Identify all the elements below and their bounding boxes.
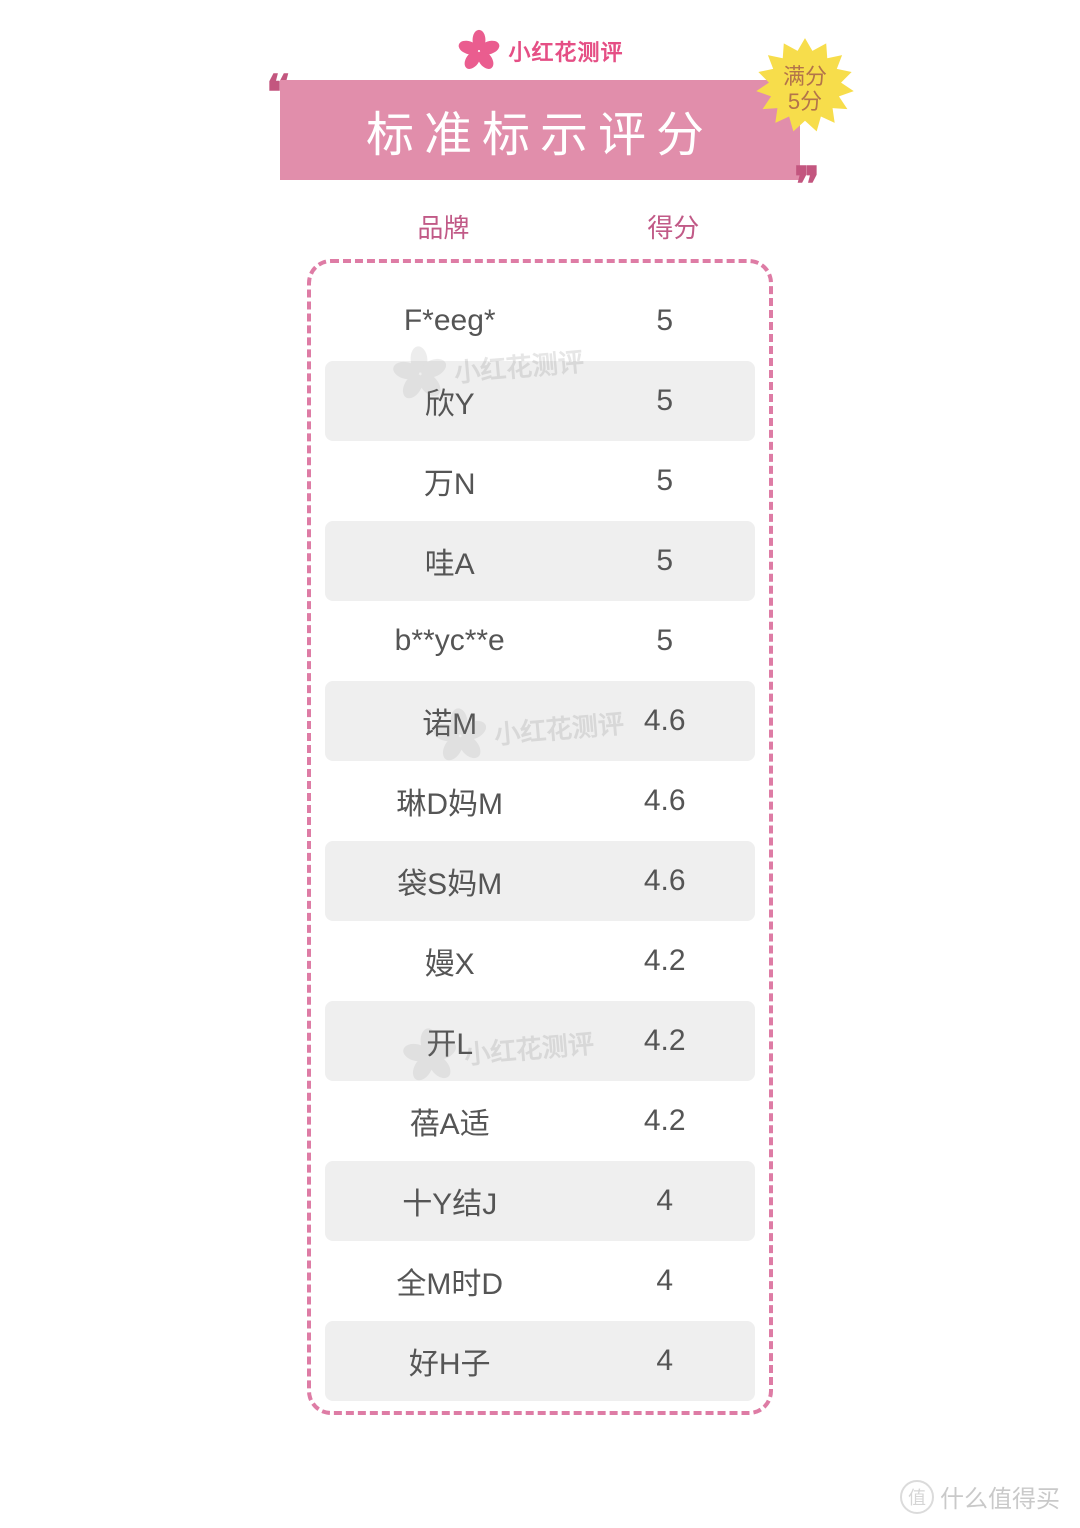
score-cell: 4	[574, 1264, 755, 1298]
score-cell: 5	[574, 304, 755, 338]
brand-cell: 袋S妈M	[325, 859, 574, 903]
score-cell: 5	[574, 544, 755, 578]
table-row: 哇A5	[325, 521, 755, 601]
table-row: F*eeg*5	[325, 281, 755, 361]
brand-cell: b**yc**e	[325, 624, 574, 658]
infographic-container: 小红花测评 ❝ 标准标示评分 ❞ 满分 5分 品牌 得分 F*eeg*5欣Y5万…	[260, 0, 820, 1415]
flower-icon	[456, 28, 502, 74]
table-row: 欣Y5	[325, 361, 755, 441]
table-row: 琳D妈M4.6	[325, 761, 755, 841]
table-row: 十Y结J4	[325, 1161, 755, 1241]
score-cell: 4.6	[574, 784, 755, 818]
score-cell: 4.2	[574, 944, 755, 978]
brand-cell: 全M时D	[325, 1259, 574, 1303]
table-row: 全M时D4	[325, 1241, 755, 1321]
title-banner: 标准标示评分	[280, 80, 800, 180]
badge-line2: 5分	[788, 89, 822, 114]
score-cell: 4.6	[574, 704, 755, 738]
score-cell: 4	[574, 1184, 755, 1218]
title-banner-wrap: ❝ 标准标示评分 ❞ 满分 5分	[280, 80, 800, 180]
full-score-badge: 满分 5分	[752, 36, 858, 142]
table-row: 诺M4.6	[325, 681, 755, 761]
site-watermark-text: 什么值得买	[940, 1479, 1060, 1514]
brand-cell: F*eeg*	[325, 304, 574, 338]
brand-cell: 十Y结J	[325, 1179, 574, 1223]
score-cell: 5	[574, 624, 755, 658]
brand-logo-text: 小红花测评	[508, 35, 623, 67]
brand-logo: 小红花测评	[260, 28, 820, 74]
score-cell: 5	[574, 384, 755, 418]
table-row: 袋S妈M4.6	[325, 841, 755, 921]
badge-line1: 满分	[783, 64, 827, 89]
site-watermark: 值 什么值得买	[900, 1479, 1060, 1514]
coin-icon: 值	[900, 1480, 934, 1514]
table-row: 开L4.2	[325, 1001, 755, 1081]
score-table: F*eeg*5欣Y5万N5哇A5b**yc**e5诺M4.6琳D妈M4.6袋S妈…	[307, 259, 773, 1415]
brand-cell: 蓓A适	[325, 1099, 574, 1143]
header-score: 得分	[577, 208, 770, 245]
score-cell: 4.6	[574, 864, 755, 898]
brand-cell: 哇A	[325, 539, 574, 583]
header-brand: 品牌	[310, 208, 577, 245]
column-headers: 品牌 得分	[310, 208, 770, 245]
table-row: 嫚X4.2	[325, 921, 755, 1001]
score-cell: 5	[574, 464, 755, 498]
title-text: 标准标示评分	[366, 95, 714, 165]
brand-cell: 开L	[325, 1019, 574, 1063]
brand-cell: 诺M	[325, 699, 574, 743]
score-cell: 4	[574, 1344, 755, 1378]
brand-cell: 琳D妈M	[325, 779, 574, 823]
close-quote-icon: ❞	[794, 174, 814, 198]
table-row: b**yc**e5	[325, 601, 755, 681]
table-row: 好H子4	[325, 1321, 755, 1401]
score-cell: 4.2	[574, 1024, 755, 1058]
brand-cell: 欣Y	[325, 379, 574, 423]
brand-cell: 万N	[325, 459, 574, 503]
score-cell: 4.2	[574, 1104, 755, 1138]
table-row: 蓓A适4.2	[325, 1081, 755, 1161]
table-row: 万N5	[325, 441, 755, 521]
brand-cell: 嫚X	[325, 939, 574, 983]
brand-cell: 好H子	[325, 1339, 574, 1383]
